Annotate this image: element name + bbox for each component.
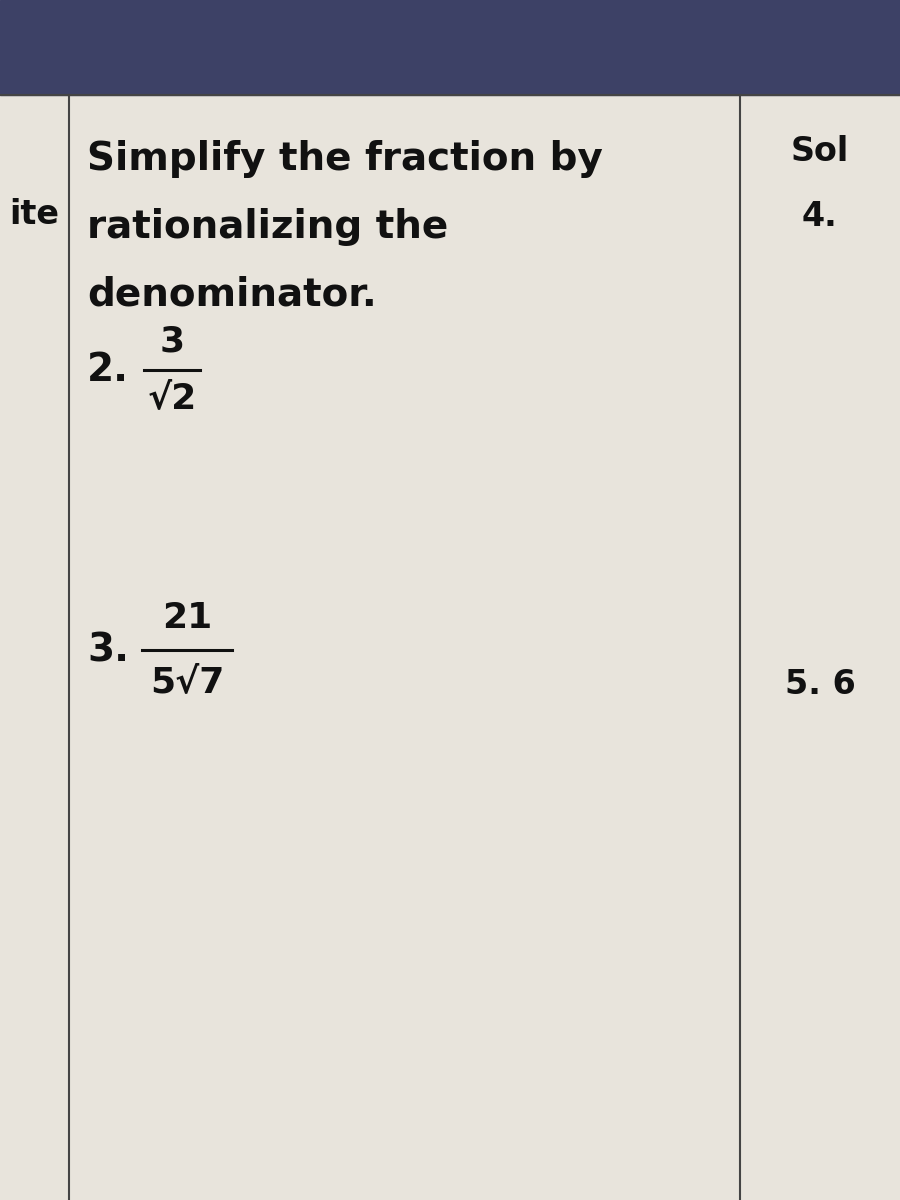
Text: 5. 6: 5. 6	[785, 668, 855, 702]
Text: ite: ite	[10, 198, 59, 232]
Text: 2.: 2.	[87, 350, 130, 389]
Text: 3.: 3.	[87, 631, 130, 670]
Text: denominator.: denominator.	[87, 276, 377, 314]
Text: 21: 21	[162, 601, 212, 635]
Text: 4.: 4.	[802, 200, 838, 233]
Text: Simplify the fraction by: Simplify the fraction by	[87, 140, 603, 178]
Text: √2: √2	[148, 382, 197, 415]
Text: rationalizing the: rationalizing the	[87, 208, 448, 246]
Bar	[0, 0, 900, 95]
Text: Sol: Sol	[791, 134, 849, 168]
Text: 5√7: 5√7	[150, 665, 224, 698]
Text: 3: 3	[159, 325, 184, 359]
